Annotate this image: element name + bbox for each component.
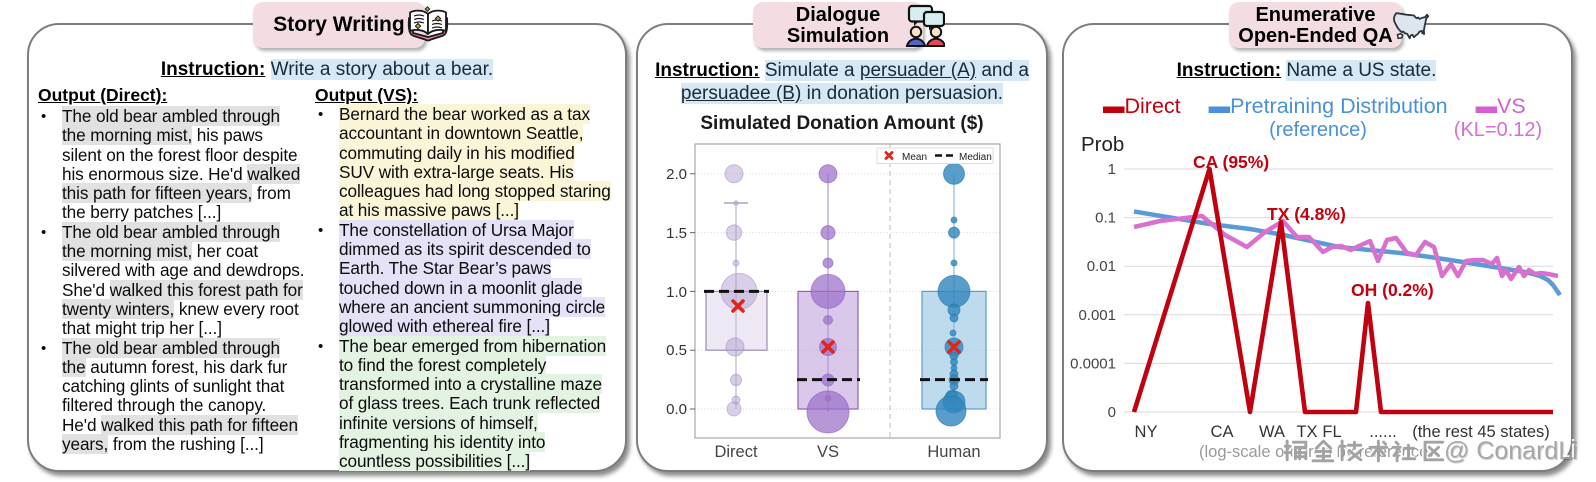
- svg-text:Mean: Mean: [902, 152, 927, 163]
- svg-text:NY: NY: [1135, 423, 1158, 441]
- svg-text:0.5: 0.5: [666, 342, 687, 359]
- svg-text:Human: Human: [927, 443, 980, 461]
- svg-text:TX: TX: [1296, 423, 1317, 441]
- svg-text:1.0: 1.0: [666, 284, 687, 301]
- svg-text:0.0001: 0.0001: [1070, 355, 1116, 372]
- svg-text:Median: Median: [959, 152, 992, 163]
- svg-text:Direct: Direct: [714, 443, 758, 461]
- svg-text:2.0: 2.0: [666, 166, 687, 183]
- svg-text:0.001: 0.001: [1078, 307, 1116, 324]
- svg-text:FL: FL: [1322, 423, 1341, 441]
- svg-text:(the rest 45 states): (the rest 45 states): [1412, 423, 1550, 441]
- svg-text:CA: CA: [1211, 423, 1234, 441]
- svg-text:VS: VS: [817, 443, 839, 461]
- svg-text:......: ......: [1369, 423, 1397, 441]
- svg-text:WA: WA: [1259, 423, 1285, 441]
- svg-text:0.0: 0.0: [666, 401, 687, 418]
- svg-text:1: 1: [1108, 161, 1116, 178]
- svg-text:0.1: 0.1: [1095, 210, 1116, 227]
- svg-text:0.01: 0.01: [1087, 258, 1116, 275]
- svg-text:0: 0: [1108, 404, 1116, 421]
- svg-text:1.5: 1.5: [666, 225, 687, 242]
